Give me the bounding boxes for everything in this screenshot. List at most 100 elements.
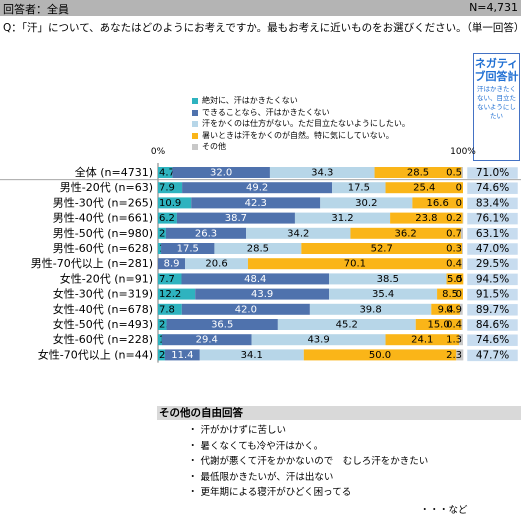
- data-label: 0.4: [446, 259, 462, 270]
- legend-label-3: 汗をかくのは仕方がない。ただ目立たないようにしたい。: [202, 119, 410, 128]
- bar-segment: [158, 243, 162, 254]
- bar-segment: [182, 182, 333, 194]
- category-label: 男性-70代以上 (n=281): [31, 256, 153, 270]
- bar-segment: [176, 212, 295, 224]
- bar-segment: [166, 319, 278, 330]
- other-answers-list: ・ 汗がかけずに苦しい ・ 暑くなくても冷や汗はかく。 ・ 代謝が悪くて汗をかか…: [188, 423, 428, 501]
- data-label: 7.8: [159, 304, 175, 315]
- bar-segment: [459, 334, 463, 346]
- negative-total-value: 63.1%: [476, 228, 509, 240]
- header-bar: 回答者：全員 N=4,731: [0, 0, 521, 16]
- stacked-bar-chart: 0% 100% 全体 (n=4731) 4.7 32.0 34.3 28.5 0.5 71.0%…: [0, 147, 521, 363]
- bar-segment: [158, 349, 166, 361]
- legend-swatch-5: [192, 144, 198, 150]
- bar-segment: [374, 167, 462, 178]
- bar-segment: [415, 319, 462, 330]
- data-label: 28.5: [407, 168, 429, 179]
- legend-item-1: 絶対に、汗はかきたくない: [192, 95, 410, 107]
- bar-segment: [456, 349, 464, 361]
- data-label: 0.5: [446, 168, 462, 179]
- legend-swatch-4: [192, 132, 198, 139]
- bar-segment: [246, 227, 351, 239]
- data-label: 1.3: [446, 335, 462, 346]
- negative-total-cell: [466, 212, 519, 225]
- data-label: 0.2: [446, 213, 462, 224]
- bar-segment: [161, 334, 252, 346]
- data-label: 9.4: [438, 304, 454, 315]
- data-label: 25.4: [413, 183, 435, 194]
- bar-segment: [199, 349, 304, 361]
- category-label: 女性-60代 (n=228): [53, 332, 153, 346]
- legend-item-5: その他: [192, 141, 410, 153]
- other-answer-item: ・ 汗がかけずに苦しい: [188, 425, 287, 436]
- bar-segment: [247, 258, 462, 270]
- bar-segment: [461, 258, 463, 270]
- legend-label-5: その他: [202, 142, 226, 151]
- bar-segment: [158, 197, 192, 209]
- data-label: 24.1: [411, 335, 433, 346]
- question-text: Q：「汗」について、あなたはどのようにお考えですか。最もお考えに近いものをお選び…: [3, 22, 521, 34]
- legend-swatch-1: [192, 98, 198, 104]
- bar-segment: [461, 319, 463, 330]
- sample-size-label: N=4,731: [469, 1, 518, 14]
- data-label: 0.7: [446, 228, 462, 239]
- bar-segment: [165, 227, 247, 239]
- category-label: 男性-60代 (n=628): [53, 241, 153, 255]
- bar-segment: [350, 227, 461, 239]
- data-label: 49.2: [246, 183, 268, 194]
- other-answer-item: ・ 更年期による寝汗がひどく困ってる: [188, 487, 352, 499]
- bar-segment: [303, 349, 457, 361]
- data-label: 0.4: [446, 320, 462, 331]
- data-label: 0.3: [446, 244, 462, 255]
- legend-label-4: 暑いときは汗をかくのが自然。特に気にしていない。: [202, 130, 394, 140]
- legend-item-3: 汗をかくのは仕方がない。ただ目立たないようにしたい。: [192, 118, 410, 130]
- negative-total-cell: [466, 318, 519, 332]
- negative-total-cell: [466, 197, 519, 210]
- data-label: 0: [456, 198, 462, 209]
- category-label: 女性-50代 (n=493): [53, 317, 153, 331]
- data-label: 30.2: [355, 198, 377, 209]
- category-label: 男性-40代 (n=661): [53, 211, 153, 225]
- data-label: 5.5: [447, 274, 463, 285]
- bar-segment: [158, 212, 177, 224]
- negative-total-value: 83.4%: [476, 197, 509, 209]
- category-label: 男性-50代 (n=980): [53, 226, 153, 240]
- data-label: 28.5: [247, 244, 269, 255]
- negative-total-value: 84.6%: [476, 319, 509, 331]
- data-label: 35.4: [372, 289, 394, 300]
- data-label: 15.0: [427, 320, 449, 331]
- data-label: 4.7: [159, 168, 175, 179]
- negative-total-value: 29.5%: [476, 258, 509, 270]
- data-label: 10.9: [159, 198, 181, 209]
- data-label: 42.3: [245, 198, 267, 209]
- bar-segment: [460, 227, 463, 239]
- bar-segment: [462, 212, 464, 224]
- bar-segment: [301, 243, 463, 254]
- legend-label-2: できることなら、汗はかきたくない: [202, 107, 330, 117]
- bar-segment: [269, 167, 375, 178]
- bar-segment: [158, 288, 196, 300]
- negative-total-title: ネガティブ回答計: [474, 57, 519, 83]
- category-label: 男性-20代 (n=63): [60, 180, 153, 194]
- data-label: 29.4: [196, 335, 218, 346]
- negative-total-value: 76.1%: [476, 213, 509, 225]
- data-label: 26.3: [195, 228, 217, 239]
- bar-segment: [158, 319, 167, 330]
- data-label: 70.1: [344, 259, 366, 270]
- bar-segment: [329, 273, 447, 285]
- data-label: 34.1: [241, 350, 263, 361]
- bar-segment: [332, 182, 386, 194]
- data-label: 52.7: [371, 244, 393, 255]
- bar-segment: [191, 197, 321, 209]
- bar-segment: [462, 243, 463, 254]
- negative-total-cell: [466, 333, 519, 347]
- bar-segment: [214, 243, 302, 254]
- negative-total-value: 47.7%: [476, 349, 509, 361]
- bar-segment: [446, 273, 464, 285]
- negative-total-cell: [466, 273, 519, 286]
- other-answer-item: ・ 最低限かきたいが、汗は出ない: [188, 471, 334, 483]
- data-label: 11.4: [171, 350, 193, 361]
- data-label: 32.0: [210, 168, 232, 179]
- negative-total-cell: [466, 242, 519, 256]
- bar-segment: [158, 258, 186, 270]
